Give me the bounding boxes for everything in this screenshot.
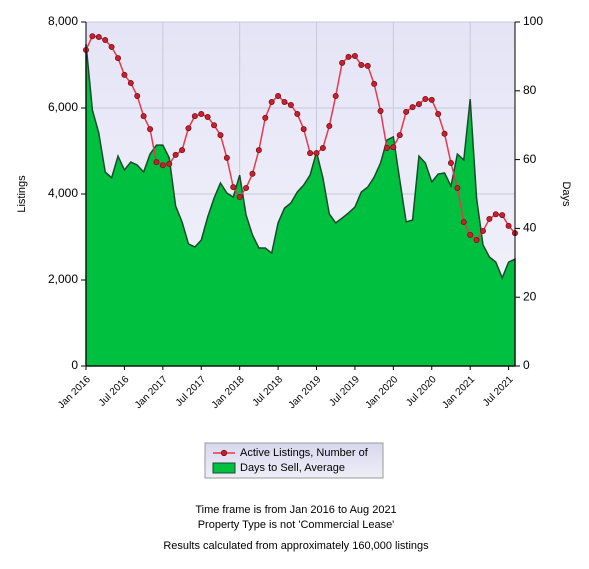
point <box>179 147 186 154</box>
y2-tick-label: 100 <box>523 14 543 28</box>
point <box>223 154 230 161</box>
y-tick-label: 8,000 <box>48 14 78 28</box>
point <box>428 96 435 103</box>
y-axis-label: Listings <box>16 175 28 213</box>
point <box>262 114 269 121</box>
y-tick-label: 0 <box>71 358 78 372</box>
point <box>319 144 326 151</box>
point <box>371 80 378 87</box>
point <box>339 59 346 66</box>
point <box>313 150 320 157</box>
point <box>300 126 307 133</box>
legend-label: Active Listings, Number of <box>240 447 369 459</box>
point <box>409 104 416 111</box>
point <box>198 111 205 118</box>
point <box>89 33 96 40</box>
point <box>492 211 499 218</box>
point <box>147 126 154 133</box>
point <box>447 160 454 167</box>
point <box>479 227 486 234</box>
y2-tick-label: 60 <box>523 152 537 166</box>
point <box>211 122 218 129</box>
x-tick-label: Jan 2019 <box>287 374 324 411</box>
x-tick-label: Jul 2016 <box>97 374 132 409</box>
x-tick-label: Jul 2020 <box>404 374 439 409</box>
point <box>441 130 448 137</box>
y2-tick-label: 0 <box>523 358 530 372</box>
legend-label: Days to Sell, Average <box>240 462 345 474</box>
x-tick-label: Jan 2018 <box>210 374 247 411</box>
point <box>396 132 403 139</box>
point <box>460 218 467 225</box>
point <box>505 222 512 229</box>
point <box>364 62 371 69</box>
point <box>486 215 493 222</box>
note: Time frame is from Jan 2016 to Aug 2021 <box>195 504 396 516</box>
point <box>204 114 211 121</box>
point <box>403 108 410 115</box>
point <box>422 95 429 102</box>
note: Results calculated from approximately 16… <box>163 540 429 552</box>
point <box>345 53 352 60</box>
y2-axis-label: Days <box>560 181 572 207</box>
point <box>268 98 275 105</box>
point <box>191 113 198 120</box>
point <box>358 62 365 69</box>
point <box>377 108 384 115</box>
point <box>281 98 288 105</box>
point <box>153 159 160 166</box>
point <box>159 162 166 169</box>
point <box>332 92 339 99</box>
x-tick-label: Jan 2017 <box>133 374 170 411</box>
x-tick-label: Jul 2021 <box>481 374 516 409</box>
point <box>217 132 224 139</box>
point <box>127 80 134 87</box>
point <box>499 212 506 219</box>
x-tick-label: Jan 2020 <box>363 374 400 411</box>
point <box>454 184 461 191</box>
y2-tick-label: 80 <box>523 83 537 97</box>
point <box>243 184 250 191</box>
point <box>467 231 474 238</box>
point <box>255 147 262 154</box>
point <box>230 184 237 191</box>
x-tick-label: Jul 2017 <box>174 374 209 409</box>
point <box>108 43 115 50</box>
point <box>435 111 442 118</box>
point <box>102 37 109 44</box>
point <box>249 170 256 177</box>
x-tick-label: Jul 2018 <box>251 374 286 409</box>
legend-swatch <box>220 449 228 457</box>
point <box>326 123 333 130</box>
point <box>121 71 128 78</box>
y2-tick-label: 20 <box>523 289 537 303</box>
point <box>415 101 422 108</box>
point <box>390 144 397 151</box>
point <box>115 55 122 62</box>
x-tick-label: Jan 2021 <box>440 374 477 411</box>
point <box>287 101 294 108</box>
point <box>134 92 141 99</box>
point <box>140 113 147 120</box>
point <box>275 92 282 99</box>
point <box>383 144 390 151</box>
note: Property Type is not 'Commercial Lease' <box>198 519 395 531</box>
point <box>166 160 173 167</box>
point <box>351 52 358 59</box>
y-tick-label: 4,000 <box>48 186 78 200</box>
point <box>307 150 314 157</box>
y2-tick-label: 40 <box>523 221 537 235</box>
point <box>473 237 480 244</box>
x-tick-label: Jan 2016 <box>56 374 93 411</box>
point <box>95 34 102 41</box>
y-tick-label: 2,000 <box>48 272 78 286</box>
legend-swatch <box>212 462 236 474</box>
point <box>172 151 179 158</box>
x-tick-label: Jul 2019 <box>327 374 362 409</box>
point <box>294 111 301 118</box>
y-tick-label: 6,000 <box>48 100 78 114</box>
point <box>185 125 192 132</box>
point <box>236 194 243 201</box>
